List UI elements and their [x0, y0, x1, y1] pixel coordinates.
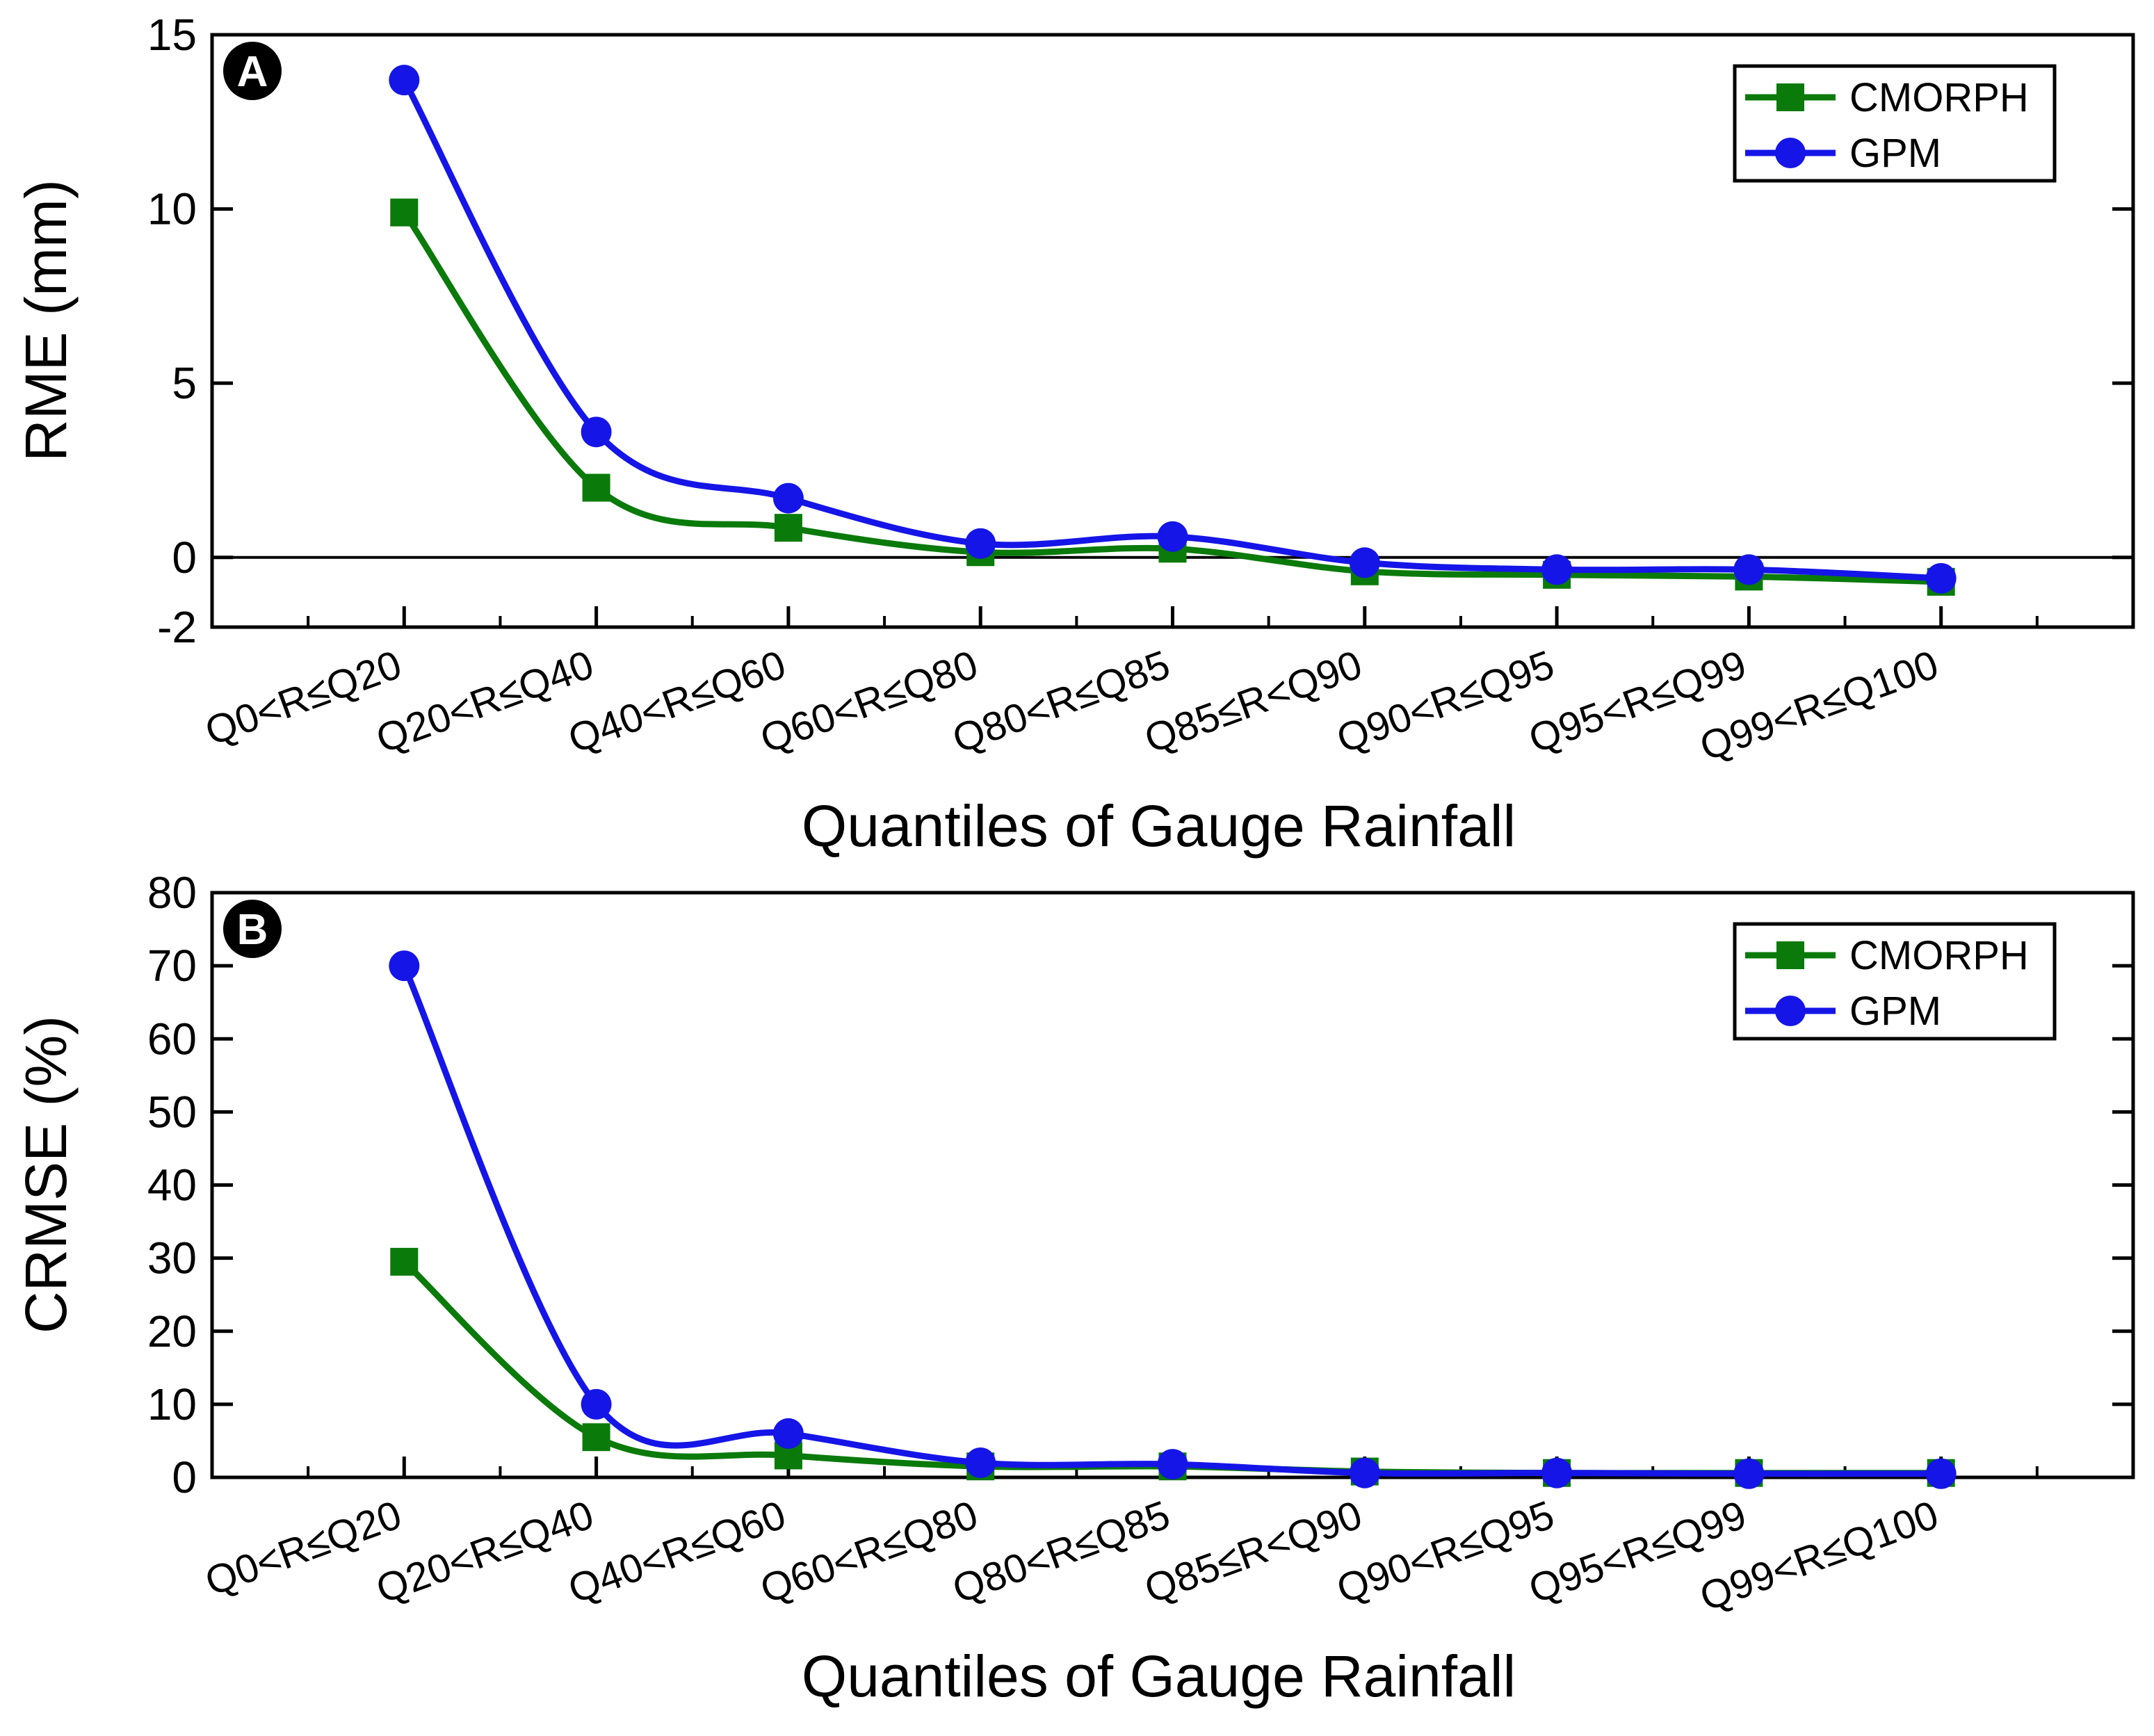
data-point-gpm	[1925, 562, 1957, 594]
panel-badge	[223, 42, 282, 100]
x-tick-label: Q60<R≤Q80	[754, 642, 983, 762]
y-tick-label: 60	[147, 1014, 197, 1064]
x-tick-label: Q90<R≤Q95	[1331, 1492, 1560, 1612]
y-tick-label: 20	[147, 1306, 197, 1356]
y-tick-label: 30	[147, 1233, 197, 1283]
x-tick-label: Q20<R≤Q40	[371, 642, 599, 762]
series-line-cmorph	[400, 1258, 1945, 1477]
data-point-gpm	[1157, 1449, 1188, 1480]
legend-label-cmorph: CMORPH	[1849, 75, 2029, 120]
legend-label-gpm: GPM	[1849, 131, 1941, 176]
legend-label-cmorph: CMORPH	[1849, 933, 2029, 978]
x-tick-label: Q80<R≤Q85	[947, 642, 1176, 762]
data-point-gpm	[965, 528, 996, 559]
data-point-gpm	[1541, 554, 1573, 585]
y-tick-label: 5	[172, 358, 197, 408]
data-point-gpm	[389, 65, 420, 96]
legend-label-gpm: GPM	[1849, 989, 1941, 1034]
data-point-cmorph	[582, 1423, 610, 1452]
y-tick-label: 0	[172, 533, 197, 583]
chart-panel-a: -2 0 5 10 15 Q0<R≤Q20Q20<R≤Q40Q40<R≤Q60Q60<R≤…	[13, 10, 2135, 859]
x-tick-label: Q20<R≤Q40	[371, 1492, 599, 1612]
data-point-cmorph	[390, 1247, 419, 1276]
y-tick-label: -2	[157, 602, 197, 652]
legend-marker-gpm	[1775, 138, 1806, 168]
x-tick-label: Q90<R≤Q95	[1331, 642, 1560, 762]
y-tick-label: 15	[147, 10, 197, 60]
y-axis-title: CRMSE (%)	[13, 1016, 79, 1333]
data-point-gpm	[1541, 1457, 1573, 1488]
x-axis-title: Quantiles of Gauge Rainfall	[802, 793, 1516, 859]
x-tick-label: Q80<R≤Q85	[947, 1492, 1176, 1612]
y-tick-label: 10	[147, 1379, 197, 1429]
y-tick-label: 40	[147, 1160, 197, 1210]
legend-marker-cmorph	[1776, 941, 1804, 969]
data-point-gpm	[772, 1418, 804, 1449]
y-tick-label: 70	[147, 941, 197, 991]
data-point-gpm	[1925, 1458, 1957, 1489]
data-point-cmorph	[582, 473, 610, 502]
data-point-gpm	[389, 950, 420, 982]
data-point-gpm	[965, 1447, 996, 1478]
panel-badge	[223, 900, 282, 958]
data-point-gpm	[772, 482, 804, 514]
y-axis-title: RME (mm)	[13, 179, 79, 462]
legend: CMORPH GPM	[1733, 922, 2057, 1041]
x-tick-label: Q40<R≤Q60	[562, 642, 791, 762]
y-tick-label: 50	[147, 1087, 197, 1137]
panel-badge-label: B	[237, 906, 268, 954]
series-line-gpm	[400, 962, 1945, 1477]
x-tick-label: Q85≤R<Q90	[1139, 642, 1368, 762]
x-tick-label: Q40<R≤Q60	[562, 1492, 791, 1612]
y-tick-label: 10	[147, 184, 197, 234]
data-point-gpm	[1733, 1458, 1765, 1489]
x-axis-title: Quantiles of Gauge Rainfall	[802, 1644, 1516, 1709]
chart-panel-b: 0 10 20 30 40 50 60 70 80 Q0<R≤Q20Q20<R≤Q40Q40<R≤…	[13, 868, 2135, 1709]
y-tick-label: 80	[147, 868, 197, 918]
x-tick-label: Q60<R≤Q80	[754, 1492, 983, 1612]
data-point-gpm	[1349, 1457, 1380, 1488]
y-tick-label: 0	[172, 1452, 197, 1502]
x-tick-label: Q0<R≤Q20	[200, 642, 407, 754]
x-tick-label: Q85≤R<Q90	[1139, 1492, 1368, 1612]
data-point-gpm	[581, 416, 612, 448]
legend: CMORPH GPM	[1733, 64, 2057, 183]
data-point-cmorph	[390, 198, 419, 227]
legend-marker-gpm	[1775, 996, 1806, 1026]
legend-marker-cmorph	[1776, 83, 1804, 111]
series-line-gpm	[400, 76, 1945, 582]
panel-badge-label: A	[237, 48, 268, 96]
data-point-gpm	[1157, 521, 1188, 552]
data-point-gpm	[1349, 547, 1380, 578]
x-tick-label: Q0<R≤Q20	[200, 1492, 407, 1605]
data-point-gpm	[1733, 554, 1765, 585]
data-point-cmorph	[774, 514, 802, 542]
data-point-gpm	[581, 1388, 612, 1420]
